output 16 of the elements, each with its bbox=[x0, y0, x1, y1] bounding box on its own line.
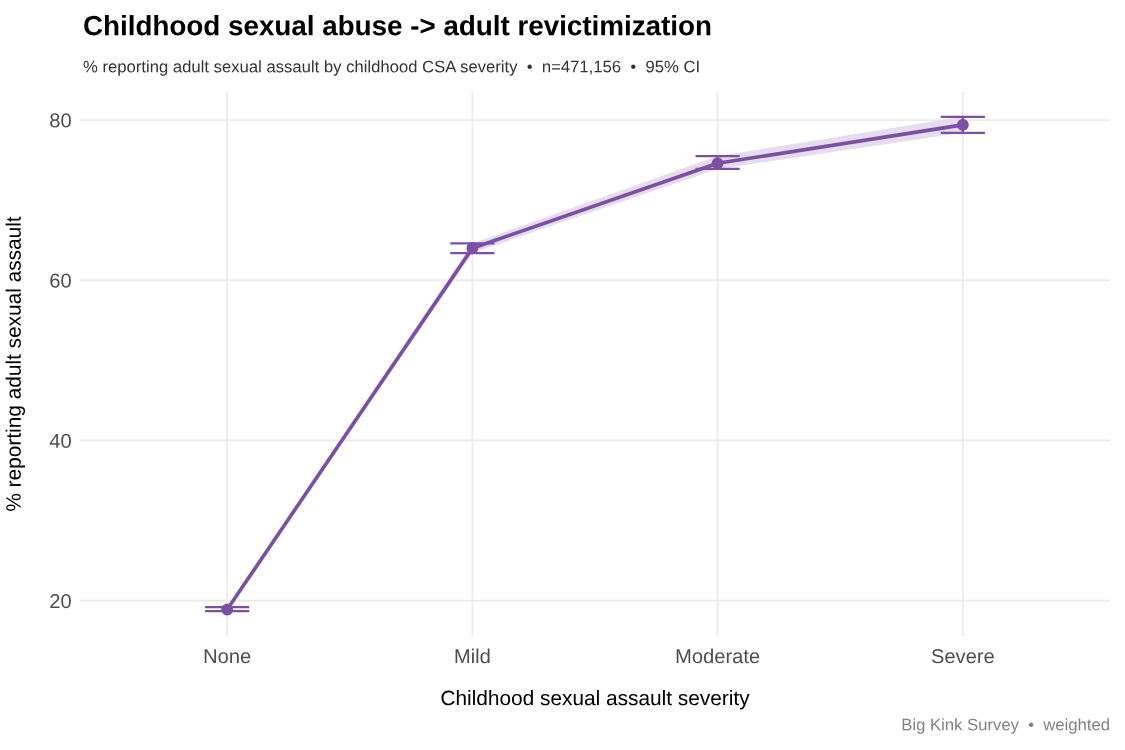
y-axis-title: % reporting adult sexual assault bbox=[5, 216, 25, 511]
point bbox=[221, 603, 234, 616]
x-tick-label: None bbox=[204, 649, 251, 664]
y-tick-label: 80 bbox=[50, 113, 71, 128]
x-tick-label: Mild bbox=[455, 648, 490, 664]
chart-subtitle: % reporting adult sexual assault by childhood CSA severity • n=471,156 • 95% CI bbox=[83, 60, 699, 76]
x-tick-label: Severe bbox=[931, 649, 994, 664]
y-tick-label: 40 bbox=[49, 433, 71, 449]
point bbox=[956, 118, 969, 131]
y-tick-label: 60 bbox=[50, 273, 71, 288]
text: Big Kink Survey • weighted bbox=[902, 718, 1109, 734]
point bbox=[466, 242, 479, 255]
x-tick-label: Moderate bbox=[676, 648, 760, 664]
chart-title: Childhood sexual abuse -> adult revictimization bbox=[84, 15, 711, 36]
y-tick-label: 20 bbox=[50, 593, 71, 609]
x-axis-title: Childhood sexual assault severity bbox=[441, 690, 750, 710]
